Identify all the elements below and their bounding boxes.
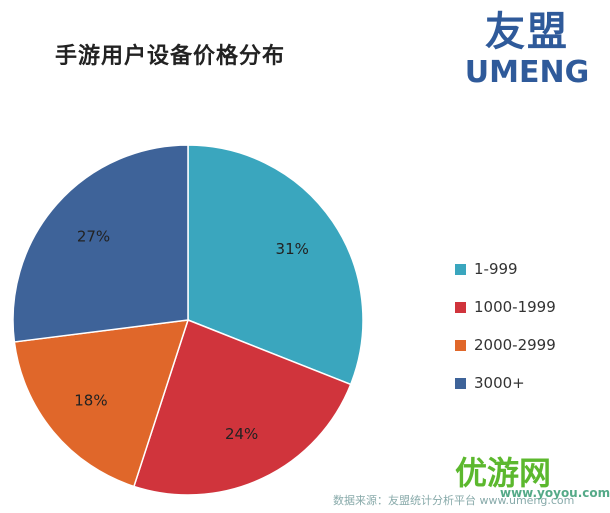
data-label: 27% (77, 228, 110, 246)
legend-swatch (455, 263, 466, 275)
legend-item: 1-999 (455, 260, 518, 278)
legend-label: 3000+ (474, 374, 525, 392)
watermark-logo: 优游网 (455, 454, 552, 492)
pie-slice-2000-2999 (13, 319, 190, 488)
umeng-logo: 友盟 UMENG (452, 8, 602, 90)
legend-label: 1-999 (474, 260, 518, 278)
chart-title: 手游用户设备价格分布 (55, 44, 286, 69)
data-source: 数据来源：友盟统计分析平台 www.umeng.com (333, 494, 575, 507)
data-label: 31% (276, 240, 309, 258)
legend-item: 2000-2999 (455, 336, 556, 354)
pie-slice-3000+ (12, 144, 189, 343)
legend-label: 2000-2999 (474, 336, 556, 354)
legend-item: 1000-1999 (455, 298, 556, 316)
data-label: 24% (225, 425, 258, 443)
pie-slice-1-999 (187, 144, 364, 386)
logo-en: UMENG (464, 55, 590, 90)
data-label: 18% (74, 391, 107, 409)
legend-swatch (455, 377, 466, 389)
pie-slice-1000-1999 (132, 319, 352, 496)
legend-item: 3000+ (455, 374, 525, 392)
logo-cn: 友盟 (485, 9, 569, 55)
watermark-url: www.yoyou.com (500, 486, 610, 500)
legend-label: 1000-1999 (474, 298, 556, 316)
legend-swatch (455, 301, 466, 313)
legend-swatch (455, 339, 466, 351)
